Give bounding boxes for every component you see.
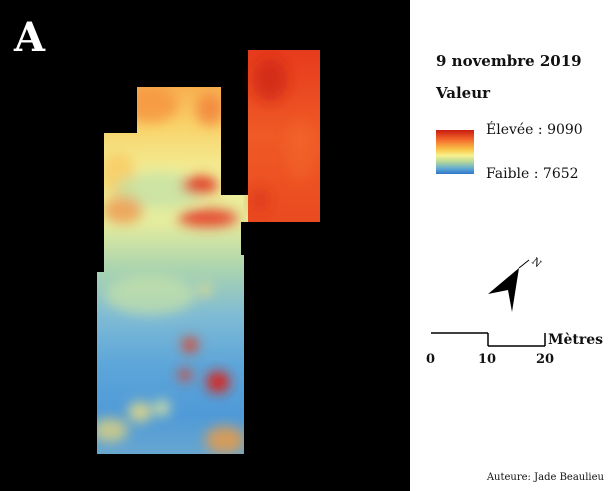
- field-east: [248, 50, 320, 222]
- scale-bar: [431, 332, 546, 347]
- legend-title: Valeur: [436, 84, 491, 102]
- map-panel[interactable]: A: [0, 0, 410, 491]
- legend-color-ramp: [436, 130, 474, 174]
- raster-map[interactable]: [0, 0, 410, 491]
- scale-tick-0: 0: [426, 352, 436, 367]
- scale-tick-20: 20: [536, 352, 555, 367]
- north-arrow-icon: N: [488, 256, 543, 312]
- field-west: [97, 87, 248, 454]
- author-credit: Auteure: Jade Beaulieu: [486, 472, 604, 483]
- scale-unit: Mètres: [548, 332, 604, 348]
- legend-date: 9 novembre 2019: [436, 52, 582, 70]
- scale-tick-10: 10: [478, 352, 497, 367]
- panel-letter: A: [14, 14, 46, 61]
- north-label: N: [529, 256, 543, 270]
- legend-high-label: Élevée : 9090: [486, 122, 583, 138]
- legend-low-label: Faible : 7652: [486, 166, 579, 182]
